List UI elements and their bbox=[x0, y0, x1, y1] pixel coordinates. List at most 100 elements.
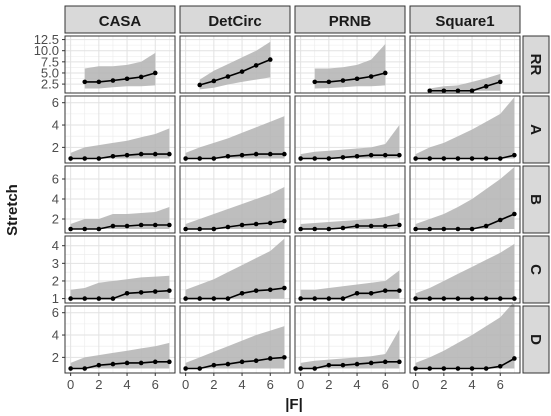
data-point bbox=[82, 226, 88, 232]
data-point bbox=[354, 361, 360, 367]
data-point bbox=[225, 361, 231, 367]
data-point bbox=[183, 366, 188, 371]
data-point bbox=[483, 366, 489, 371]
data-point bbox=[354, 154, 360, 159]
strip-row-rr bbox=[522, 35, 550, 94]
data-point bbox=[382, 288, 388, 293]
strip-row-b bbox=[522, 165, 550, 234]
data-point bbox=[68, 156, 73, 161]
x-tick-label: 0 bbox=[412, 377, 419, 392]
data-point bbox=[211, 78, 217, 84]
data-point bbox=[197, 366, 203, 371]
data-point bbox=[326, 79, 332, 85]
panel-border bbox=[179, 305, 291, 374]
data-point bbox=[354, 76, 360, 82]
x-tick-label: 0 bbox=[67, 377, 74, 392]
data-point bbox=[354, 223, 360, 229]
data-point bbox=[267, 287, 273, 293]
data-point bbox=[368, 291, 374, 296]
data-point bbox=[326, 296, 332, 301]
data-point bbox=[483, 223, 489, 229]
data-point bbox=[267, 356, 273, 361]
range-band-a-square1 bbox=[415, 97, 515, 159]
data-point bbox=[239, 152, 245, 158]
data-point bbox=[455, 226, 461, 232]
data-point bbox=[512, 211, 517, 217]
data-point bbox=[497, 156, 503, 161]
data-point bbox=[197, 226, 203, 232]
y-tick-label: 2.5 bbox=[41, 77, 59, 92]
strip-square1 bbox=[409, 5, 521, 34]
data-point bbox=[183, 296, 188, 301]
strip-row-label-c: C bbox=[527, 264, 544, 275]
data-point bbox=[441, 296, 447, 301]
data-point bbox=[497, 79, 503, 85]
y-tick-label: 6 bbox=[52, 305, 59, 320]
median-line-d-square1 bbox=[415, 357, 515, 370]
data-point bbox=[96, 362, 102, 368]
data-point bbox=[152, 70, 158, 76]
data-point bbox=[326, 362, 332, 368]
data-point bbox=[368, 74, 374, 79]
median-line-b-square1 bbox=[415, 213, 515, 230]
range-band-a-detcirc bbox=[185, 116, 285, 159]
x-tick-label: 4 bbox=[468, 377, 475, 392]
data-point bbox=[96, 79, 102, 85]
data-point bbox=[382, 152, 388, 158]
y-tick-label: 10.0 bbox=[34, 43, 59, 58]
data-point bbox=[326, 226, 332, 232]
data-point bbox=[326, 156, 332, 161]
median-line-a-square1 bbox=[415, 154, 515, 160]
data-point bbox=[68, 296, 73, 301]
data-point bbox=[225, 296, 231, 301]
data-point bbox=[124, 291, 130, 296]
panel-border bbox=[179, 235, 291, 304]
data-point bbox=[497, 364, 503, 369]
median-line-c-casa bbox=[70, 289, 170, 300]
range-band-a-casa bbox=[70, 128, 170, 159]
data-point bbox=[312, 366, 318, 371]
panel-border bbox=[409, 95, 521, 164]
strip-detcirc bbox=[179, 5, 291, 34]
strip-row-c bbox=[522, 235, 550, 304]
data-point bbox=[239, 291, 245, 296]
median-line-d-casa bbox=[70, 360, 170, 370]
panel-border bbox=[294, 35, 406, 94]
data-point bbox=[68, 226, 73, 232]
data-point bbox=[298, 296, 303, 301]
strip-row-label-a: A bbox=[527, 124, 544, 135]
panel-border bbox=[409, 165, 521, 234]
data-point bbox=[282, 285, 287, 291]
median-line-d-prnb bbox=[300, 360, 400, 370]
y-axis-title: Stretch bbox=[4, 184, 21, 236]
y-tick-label: 4 bbox=[52, 238, 59, 253]
range-band-rr-detcirc bbox=[199, 41, 271, 90]
x-tick-label: 4 bbox=[238, 377, 245, 392]
data-point bbox=[110, 78, 116, 83]
data-point bbox=[183, 156, 188, 161]
range-band-d-prnb bbox=[300, 329, 400, 369]
data-point bbox=[267, 220, 273, 226]
data-point bbox=[340, 155, 346, 160]
y-tick-label: 4 bbox=[52, 328, 59, 343]
data-point bbox=[455, 296, 461, 301]
x-tick-label: 2 bbox=[440, 377, 447, 392]
strip-label-casa: CASA bbox=[99, 13, 142, 30]
data-point bbox=[110, 154, 116, 159]
data-point bbox=[427, 226, 433, 232]
data-point bbox=[138, 151, 144, 157]
median-line-a-detcirc bbox=[185, 153, 285, 160]
y-tick-label: 2 bbox=[52, 212, 59, 227]
median-line-c-detcirc bbox=[185, 287, 285, 300]
data-point bbox=[469, 226, 475, 232]
x-tick-label: 6 bbox=[382, 377, 389, 392]
data-point bbox=[512, 296, 517, 301]
strip-label-prnb: PRNB bbox=[329, 13, 372, 30]
median-line-rr-prnb bbox=[314, 72, 386, 83]
data-point bbox=[368, 360, 374, 366]
data-point bbox=[152, 222, 158, 228]
y-tick-label: 3 bbox=[52, 256, 59, 271]
data-point bbox=[469, 88, 475, 94]
data-point bbox=[253, 221, 259, 227]
y-tick-label: 4 bbox=[52, 118, 59, 133]
